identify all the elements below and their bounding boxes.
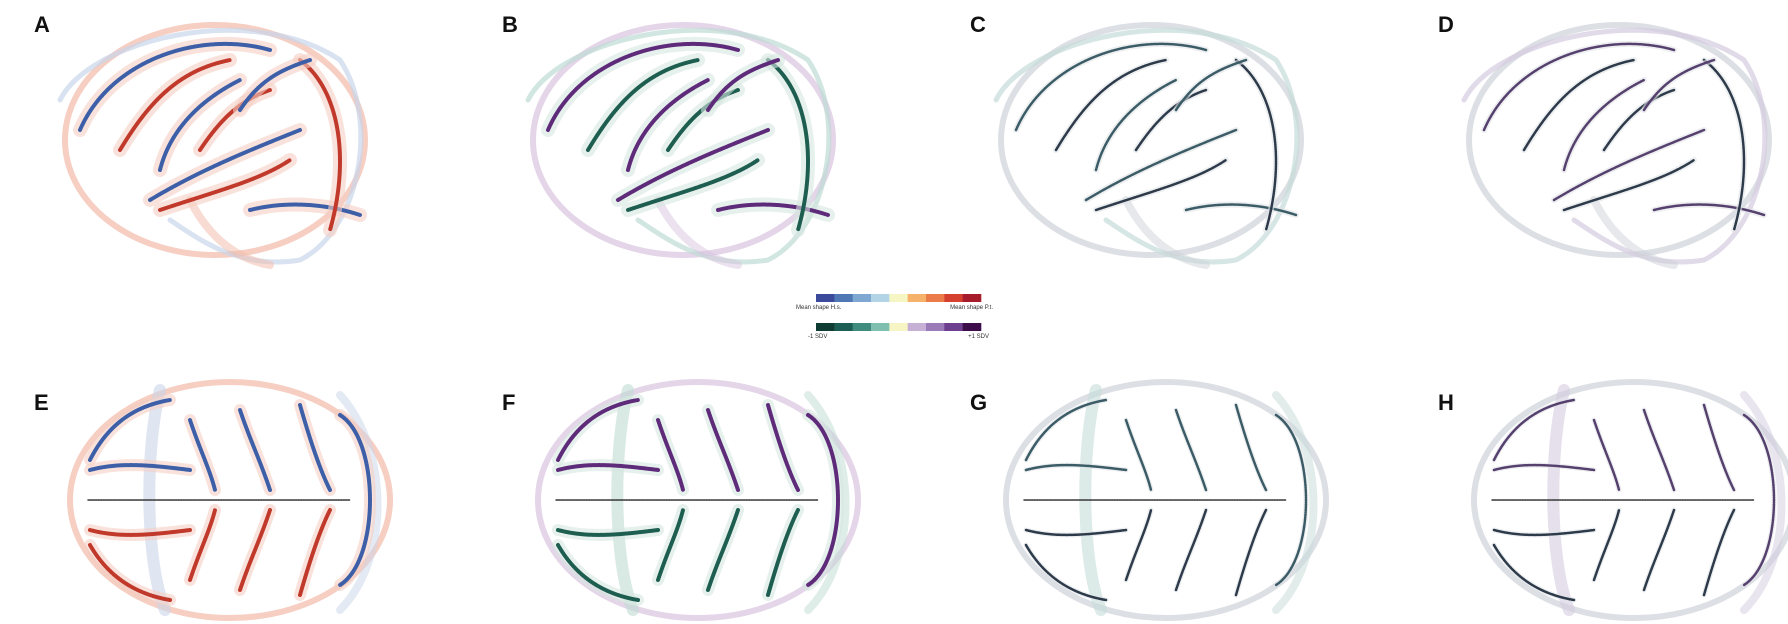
sulcus	[300, 405, 330, 490]
sulcus	[190, 510, 215, 580]
sulcus	[1176, 510, 1206, 590]
sulcus	[1594, 510, 1619, 580]
legend-swatch	[889, 323, 908, 331]
legend-swatch	[853, 323, 872, 331]
sulcus-halo	[240, 60, 310, 110]
sulcus	[1096, 80, 1176, 170]
sulcus-halo	[1176, 60, 1246, 110]
panel: H	[1438, 382, 1788, 618]
legend-label: -1 SDV	[808, 334, 827, 340]
sulcus	[1126, 420, 1151, 490]
sulcus-halo	[708, 60, 778, 110]
sulcus	[1176, 60, 1246, 110]
legend-label: Mean shape H.s.	[796, 305, 842, 311]
legend-swatch	[816, 323, 835, 331]
panel-letter: B	[502, 12, 518, 37]
sulcus	[300, 510, 330, 595]
panel-letter: H	[1438, 390, 1454, 415]
legend-swatch	[816, 294, 835, 302]
sulcus-halo	[1564, 80, 1644, 170]
panel: A	[34, 12, 365, 265]
sulcus	[240, 510, 270, 590]
legend-swatch	[871, 294, 890, 302]
legend-swatch	[908, 323, 927, 331]
sulcus	[190, 420, 215, 490]
sulcus	[768, 510, 798, 595]
legend-swatch	[944, 294, 963, 302]
sulcus	[1644, 60, 1714, 110]
sulcus	[1176, 410, 1206, 490]
sulcus-halo	[1096, 80, 1176, 170]
legend-swatch	[944, 323, 963, 331]
panel: C	[970, 12, 1301, 265]
sulcus	[708, 410, 738, 490]
legend-label: Mean shape P.t.	[950, 305, 993, 311]
legend-swatch	[963, 323, 982, 331]
panel: E	[34, 382, 390, 618]
panel-letter: E	[34, 390, 49, 415]
panel-letter: G	[970, 390, 987, 415]
sulcus	[1644, 410, 1674, 490]
legend-swatch	[926, 323, 945, 331]
legend-swatch	[834, 323, 853, 331]
sulcus-halo	[1644, 60, 1714, 110]
figure: A B C D E F G H Mean shape H.s. Mean shape P.t. -1…	[0, 0, 1788, 624]
sulcus	[658, 420, 683, 490]
sulcus	[240, 410, 270, 490]
legend-swatch	[853, 294, 872, 302]
panel: B	[502, 12, 833, 265]
sulcus	[658, 510, 683, 580]
sulcus	[768, 405, 798, 490]
legend-label: +1 SDV	[968, 334, 989, 340]
panel-letter: C	[970, 12, 986, 37]
panel: D	[1438, 12, 1769, 265]
sulcus	[1644, 510, 1674, 590]
sulcus	[1564, 80, 1644, 170]
sulcus	[1126, 510, 1151, 580]
sulcus	[708, 510, 738, 590]
sulcus	[1594, 420, 1619, 490]
panel-letter: F	[502, 390, 515, 415]
panel-letter: A	[34, 12, 50, 37]
panel-letter: D	[1438, 12, 1454, 37]
legend-swatch	[871, 323, 890, 331]
panel: G	[970, 382, 1326, 618]
legend-swatch	[908, 294, 927, 302]
panel: F	[502, 382, 858, 618]
legend-swatch	[926, 294, 945, 302]
legend-swatch	[889, 294, 908, 302]
legend-swatch	[963, 294, 982, 302]
legend-swatch	[834, 294, 853, 302]
